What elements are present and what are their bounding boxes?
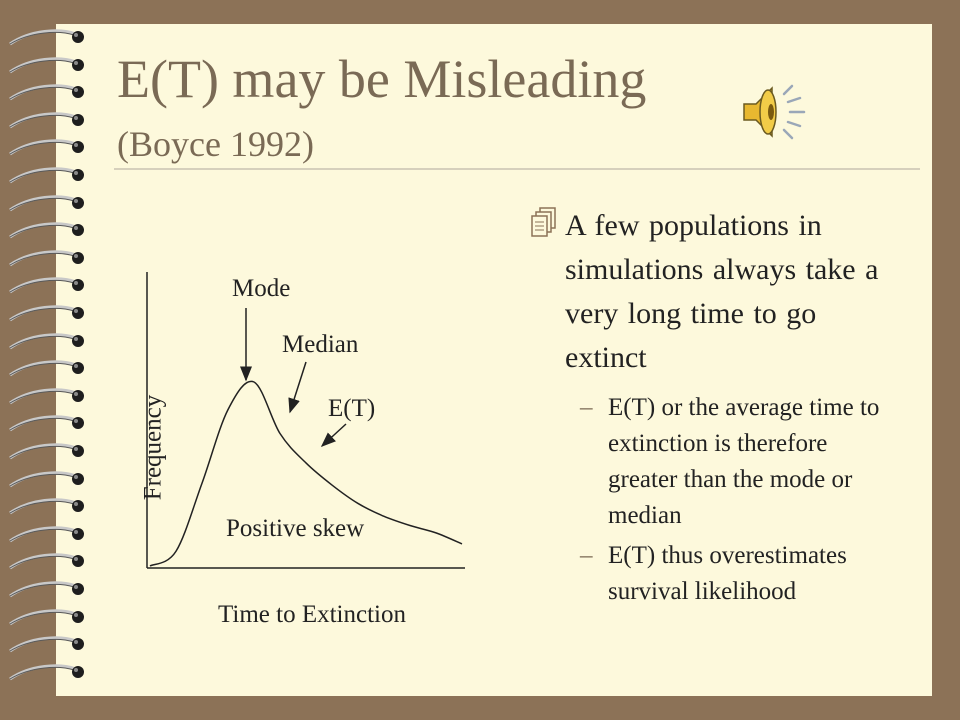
- binding-ring: [9, 194, 84, 211]
- binding-ring: [9, 277, 84, 294]
- binding-ring: [9, 526, 84, 543]
- binding-ring: [9, 167, 84, 184]
- binding-ring: [9, 250, 84, 267]
- binding-ring: [9, 470, 84, 487]
- sub-bullet: – E(T) or the average time to extinction…: [580, 390, 900, 534]
- binding-ring: [9, 415, 84, 432]
- y-axis-label: Frequency: [139, 394, 167, 501]
- binding-ring: [9, 360, 84, 377]
- binding-ring: [9, 608, 84, 625]
- binding-ring: [9, 581, 84, 598]
- notebook-pages-icon: [531, 207, 556, 237]
- binding-ring: [9, 222, 84, 239]
- dash-marker: –: [580, 394, 593, 421]
- sub-bullet-text: E(T) or the average time to extinction i…: [608, 394, 880, 529]
- binding-ring: [9, 664, 84, 681]
- dash-marker: –: [580, 542, 593, 569]
- slide-title: E(T) may be Misleading: [117, 49, 647, 109]
- x-axis-label: Time to Extinction: [218, 601, 406, 628]
- binding-ring: [9, 29, 84, 46]
- sub-bullet: – E(T) thus overestimates survival likel…: [580, 538, 900, 610]
- binding-ring: [9, 56, 84, 73]
- slide-subtitle: (Boyce 1992): [117, 124, 314, 164]
- binding-ring: [9, 498, 84, 515]
- binding-ring: [9, 388, 84, 405]
- speaker-icon[interactable]: [738, 80, 810, 144]
- binding-ring: [9, 112, 84, 129]
- mode-label: Mode: [232, 275, 291, 302]
- binding-ring: [9, 84, 84, 101]
- binding-ring: [9, 332, 84, 349]
- binding-ring: [9, 443, 84, 460]
- sub-bullet-text: E(T) thus overestimates survival likelih…: [608, 542, 847, 605]
- skew-label: Positive skew: [226, 515, 365, 542]
- mean-label: E(T): [328, 395, 376, 422]
- title-divider: [114, 168, 920, 170]
- slide-paper: [56, 24, 932, 696]
- binding-ring: [9, 553, 84, 570]
- binding-ring: [9, 305, 84, 322]
- main-bullet: A few populations in simulations always …: [565, 209, 879, 374]
- binding-ring: [9, 636, 84, 653]
- sub-bullet-list: – E(T) or the average time to extinction…: [580, 390, 900, 614]
- binding-ring: [9, 139, 84, 156]
- median-label: Median: [282, 331, 359, 358]
